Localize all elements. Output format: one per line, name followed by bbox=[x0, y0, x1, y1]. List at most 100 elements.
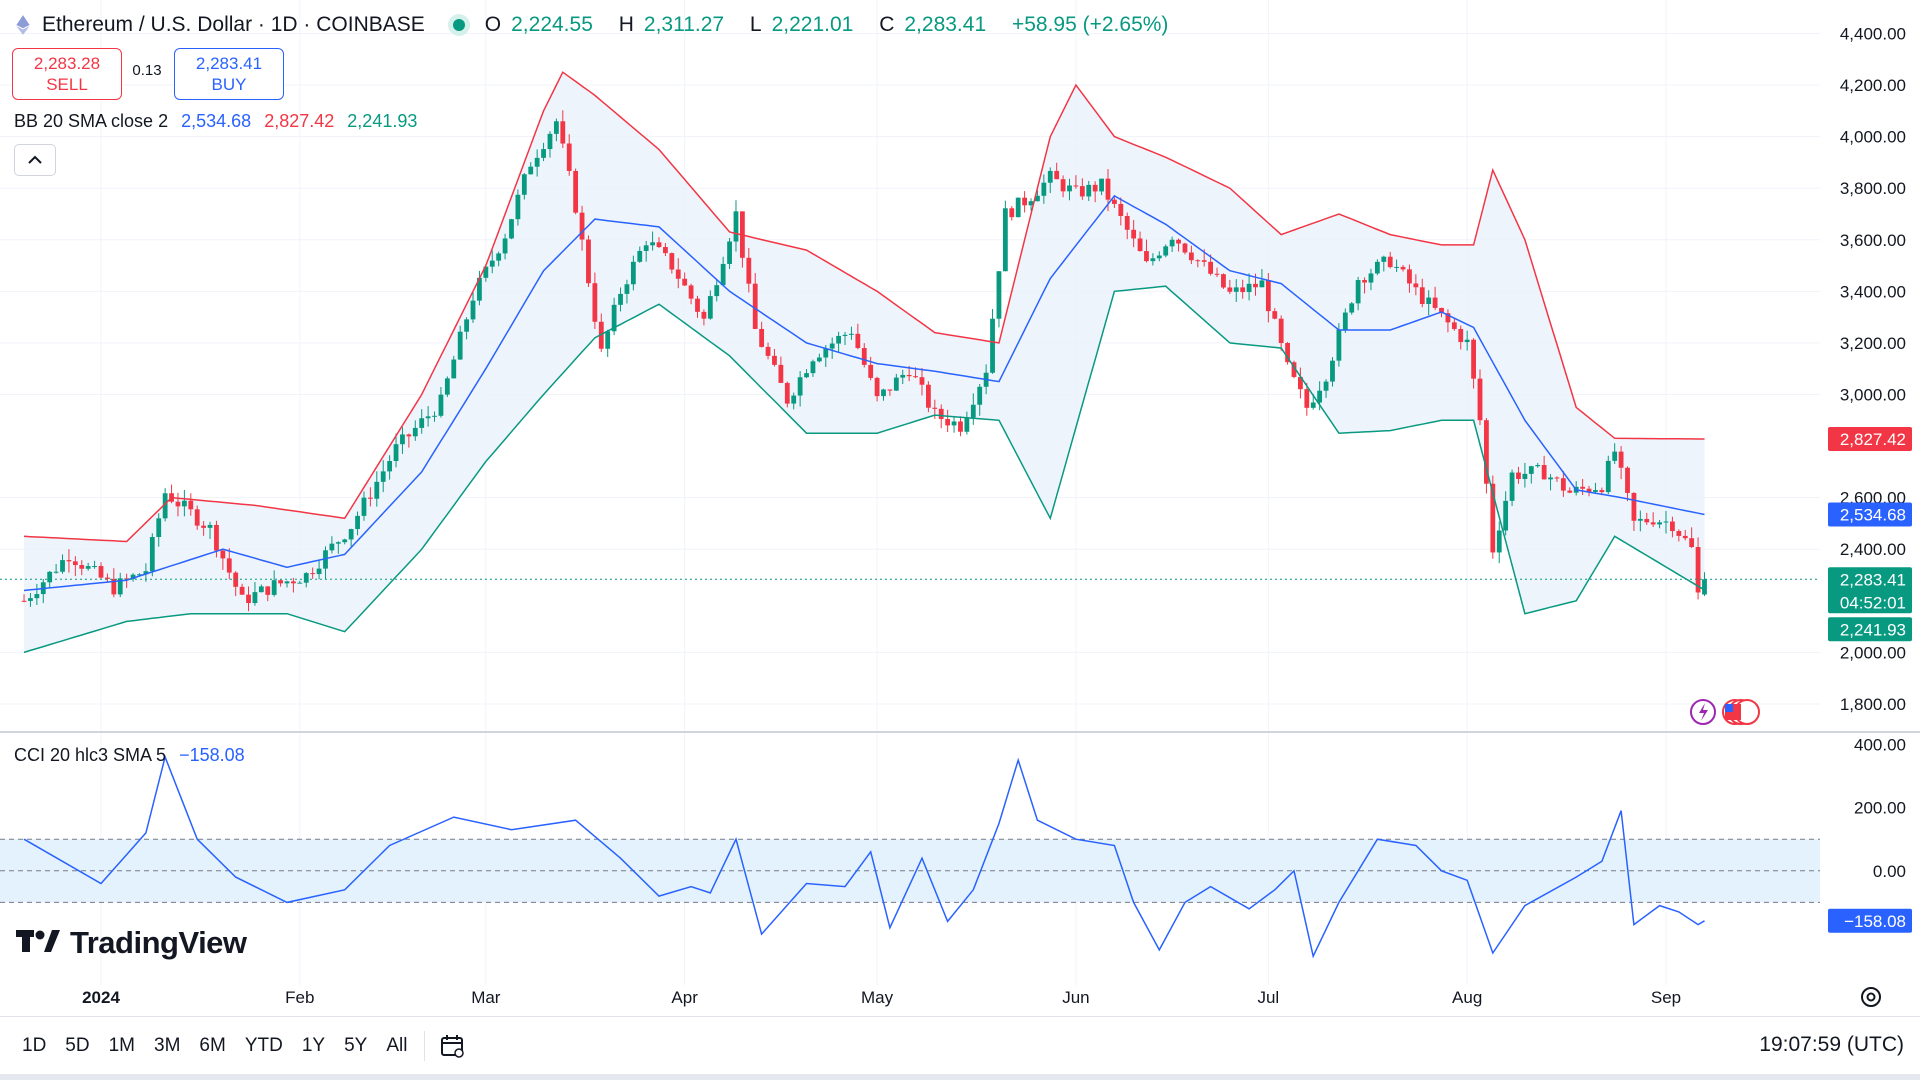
candle-up bbox=[143, 571, 149, 575]
candle-down bbox=[1586, 488, 1592, 492]
candle-up bbox=[733, 211, 739, 242]
candle-down bbox=[1541, 465, 1547, 480]
bb-lower-line bbox=[23, 285, 1705, 654]
candle-up bbox=[509, 219, 514, 239]
candle-up bbox=[1657, 522, 1662, 525]
candle-up bbox=[624, 284, 630, 294]
candle-up bbox=[643, 245, 649, 251]
bb-legend[interactable]: BB 20 SMA close 2 2,534.68 2,827.42 2,24… bbox=[14, 111, 425, 132]
candle-down bbox=[239, 586, 245, 595]
calendar-icon[interactable] bbox=[437, 1031, 467, 1061]
high-value: 2,311.27 bbox=[643, 13, 725, 36]
candle-up bbox=[797, 377, 803, 396]
candle-up bbox=[1509, 472, 1515, 501]
candle-down bbox=[1631, 492, 1637, 521]
candle-down bbox=[675, 269, 681, 279]
candle-up bbox=[162, 493, 168, 519]
x-tick-label: May bbox=[861, 988, 894, 1007]
candle-up bbox=[977, 386, 983, 405]
cci-legend[interactable]: CCI 20 hlc3 SMA 5 −158.08 bbox=[14, 745, 253, 766]
candle-down bbox=[1413, 283, 1419, 288]
candle-down bbox=[784, 382, 790, 404]
candle-down bbox=[1407, 269, 1412, 284]
range-button-1y[interactable]: 1Y bbox=[301, 1035, 326, 1056]
candle-up bbox=[34, 594, 40, 599]
range-button-1m[interactable]: 1M bbox=[108, 1035, 135, 1056]
candle-up bbox=[707, 296, 713, 319]
candle-up bbox=[1047, 170, 1053, 183]
candle-up bbox=[1156, 255, 1162, 259]
collapse-legend-button[interactable] bbox=[14, 144, 56, 176]
candle-up bbox=[1374, 261, 1380, 274]
bottom-scrollbar[interactable] bbox=[0, 1074, 1920, 1080]
utc-clock[interactable]: 19:07:59 (UTC) bbox=[1759, 1033, 1904, 1056]
candle-up bbox=[515, 194, 521, 220]
candle-down bbox=[656, 242, 662, 248]
candle-up bbox=[521, 174, 527, 195]
candle-up bbox=[502, 238, 508, 254]
symbol-header[interactable]: Ethereum / U.S. Dollar · 1D · COINBASE O… bbox=[12, 10, 1178, 40]
range-button-all[interactable]: All bbox=[386, 1035, 408, 1056]
range-button-5d[interactable]: 5D bbox=[65, 1035, 90, 1056]
candle-down bbox=[958, 421, 963, 432]
range-button-3m[interactable]: 3M bbox=[154, 1035, 181, 1056]
candle-up bbox=[303, 573, 309, 583]
candle-down bbox=[265, 586, 271, 595]
symbol-title[interactable]: Ethereum / U.S. Dollar · 1D · COINBASE bbox=[42, 13, 425, 36]
candle-up bbox=[374, 481, 380, 499]
range-button-ytd[interactable]: YTD bbox=[244, 1035, 283, 1056]
candle-up bbox=[355, 515, 360, 530]
bb-lower-tag-text: 2,241.93 bbox=[1840, 620, 1906, 639]
candle-up bbox=[1323, 381, 1329, 391]
candle-up bbox=[329, 543, 335, 551]
candle-up bbox=[348, 529, 354, 540]
candle-up bbox=[630, 261, 636, 285]
candle-down bbox=[592, 283, 598, 322]
candle-down bbox=[1471, 339, 1476, 379]
economic-events-icon[interactable] bbox=[1690, 699, 1760, 725]
bb-upper-tag-text: 2,827.42 bbox=[1840, 430, 1906, 449]
candle-up bbox=[1605, 460, 1611, 493]
candle-down bbox=[1188, 252, 1194, 261]
candle-up bbox=[804, 373, 809, 378]
candle-down bbox=[701, 311, 707, 319]
range-button-5y[interactable]: 5Y bbox=[344, 1035, 368, 1056]
candle-down bbox=[1022, 197, 1028, 206]
bb-upper-tag bbox=[1828, 427, 1912, 452]
market-status-dot[interactable] bbox=[452, 19, 465, 31]
candle-up bbox=[900, 374, 906, 378]
candle-up bbox=[605, 331, 611, 349]
candle-up bbox=[714, 285, 720, 297]
candle-down bbox=[573, 170, 579, 213]
candle-up bbox=[92, 566, 97, 568]
candle-down bbox=[663, 247, 668, 254]
candle-up bbox=[553, 121, 559, 134]
candle-up bbox=[1548, 477, 1553, 480]
open-value: 2,224.55 bbox=[511, 13, 593, 36]
candle-down bbox=[1118, 203, 1124, 216]
candle-down bbox=[752, 283, 758, 329]
candle-up bbox=[951, 421, 957, 426]
buy-button[interactable]: 2,283.41 BUY bbox=[174, 48, 284, 100]
y-tick-label: 4,200.00 bbox=[1840, 76, 1906, 95]
cci-pane bbox=[0, 754, 1820, 959]
candle-up bbox=[791, 395, 797, 404]
sell-button[interactable]: 2,283.28 SELL bbox=[12, 48, 122, 100]
x-tick-label: Sep bbox=[1651, 988, 1681, 1007]
candle-down bbox=[1419, 287, 1425, 305]
candle-up bbox=[650, 242, 655, 246]
x-tick-label: Aug bbox=[1452, 988, 1482, 1007]
candle-up bbox=[541, 149, 546, 158]
cci-value-tag bbox=[1828, 908, 1912, 933]
candle-down bbox=[1265, 280, 1271, 312]
range-button-1d[interactable]: 1D bbox=[22, 1035, 47, 1056]
candle-up bbox=[842, 334, 848, 336]
settings-gear-icon[interactable] bbox=[1861, 987, 1881, 1007]
candle-down bbox=[919, 377, 925, 385]
candle-down bbox=[98, 566, 104, 578]
range-button-6m[interactable]: 6M bbox=[199, 1035, 226, 1056]
candle-down bbox=[1112, 199, 1117, 204]
candle-down bbox=[746, 257, 752, 284]
tradingview-logo[interactable]: TradingView bbox=[16, 924, 247, 962]
